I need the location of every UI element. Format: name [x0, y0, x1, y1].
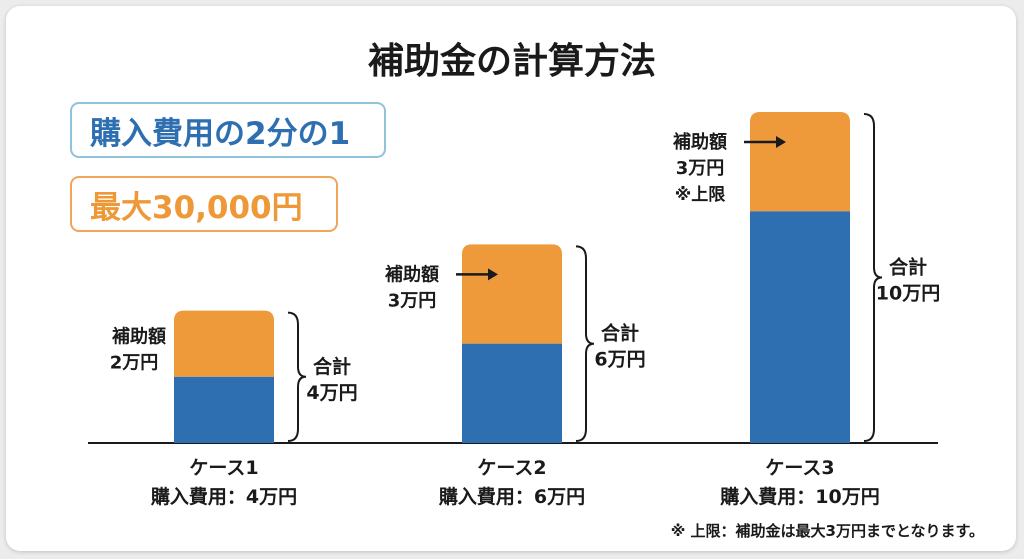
- rule-ratio-box: 購入費用の2分の1: [70, 102, 386, 158]
- rule-max-label: 最大30,000円: [90, 189, 303, 226]
- rule-max-box: 最大30,000円: [70, 176, 338, 232]
- subsidy-label-1: 補助額: [111, 326, 166, 348]
- subsidy-label-2: 補助額: [384, 263, 439, 285]
- bar-cost-1: [174, 376, 274, 443]
- subsidy-note-3: ※上限: [675, 185, 726, 205]
- subsidy-arrow-head-2: [488, 268, 498, 281]
- bar-subsidy-2: [462, 244, 562, 344]
- total-value-3: 10万円: [876, 283, 940, 305]
- total-label-3: 合計: [889, 256, 927, 279]
- subsidy-value-3: 3万円: [676, 158, 725, 179]
- subsidy-arrow-head-3: [776, 136, 786, 148]
- tick-label-1: ケース1: [189, 457, 258, 479]
- tick-label-2: ケース2: [477, 457, 546, 479]
- subsidy-value-1: 2万円: [110, 353, 159, 374]
- rule-ratio-label: 購入費用の2分の1: [90, 115, 351, 152]
- bar-cost-2: [462, 343, 562, 443]
- tick-sublabel-3: 購入費用：10万円: [720, 485, 879, 508]
- total-brace-2: [575, 245, 595, 442]
- total-label-2: 合計: [601, 322, 639, 345]
- tick-sublabel-2: 購入費用：6万円: [439, 485, 585, 508]
- total-value-1: 4万円: [306, 382, 357, 404]
- total-value-2: 6万円: [594, 349, 645, 371]
- bar-subsidy-1: [174, 310, 274, 377]
- subsidy-label-3: 補助額: [672, 131, 727, 153]
- subsidy-value-2: 3万円: [388, 290, 437, 311]
- total-brace-1: [287, 311, 307, 442]
- tick-label-3: ケース3: [765, 457, 834, 479]
- total-brace-3: [863, 113, 883, 442]
- footnote: ※ 上限：補助金は最大3万円までとなります。: [670, 522, 984, 540]
- bar-cost-3: [750, 211, 850, 443]
- total-label-1: 合計: [313, 355, 351, 378]
- chart-title: 補助金の計算方法: [367, 41, 656, 82]
- bar-subsidy-3: [750, 112, 850, 212]
- tick-sublabel-1: 購入費用：4万円: [151, 485, 297, 508]
